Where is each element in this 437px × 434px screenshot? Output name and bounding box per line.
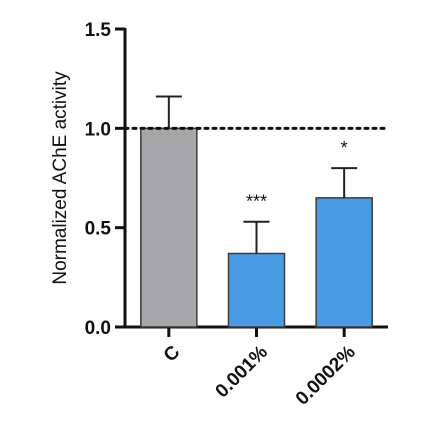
x-tick-label: 0.0002% [292,342,360,410]
x-tick-label: 0.001% [212,342,272,402]
y-tick-label: 0.5 [85,219,112,240]
error-bars [155,95,358,254]
bar [315,197,373,328]
significance-label: *** [246,192,267,212]
y-axis: 0.0 0.5 1.0 1.5 [85,20,127,339]
x-axis: C 0.001% 0.0002% [124,325,388,410]
bar-series [140,127,373,328]
x-tick-label: C [160,341,185,366]
significance-label: * [341,138,348,158]
y-axis-title: Normalized AChE activity [50,71,71,285]
y-tick-label: 1.5 [85,20,112,41]
y-tick-label: 0.0 [85,318,111,339]
bar [140,127,198,328]
bar [227,252,286,328]
significance-labels: **** [246,138,348,212]
y-tick-label: 1.0 [85,119,111,140]
